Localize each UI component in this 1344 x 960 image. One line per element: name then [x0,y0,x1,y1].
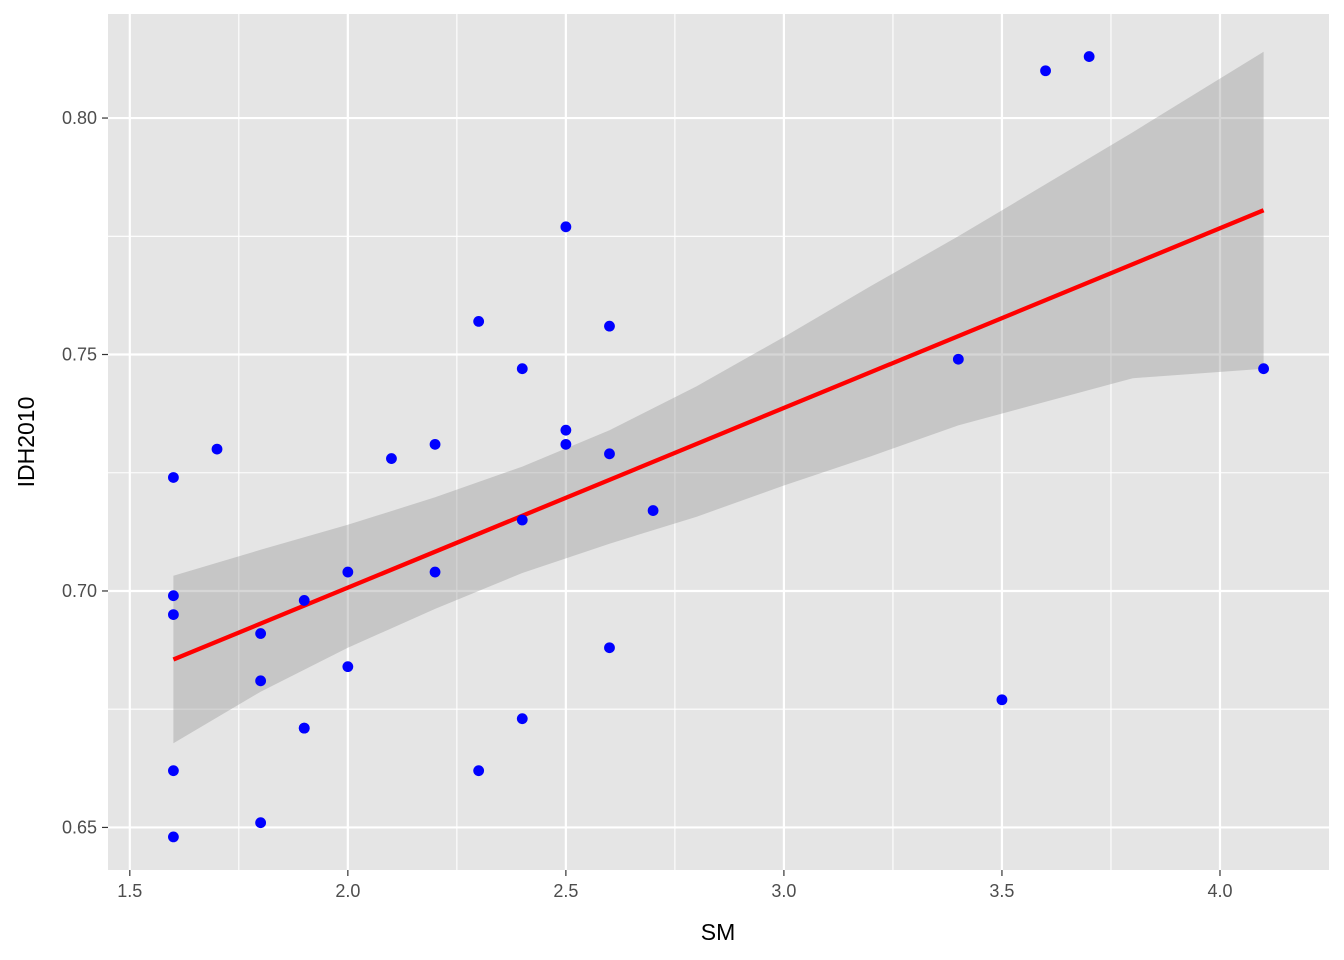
data-point [1083,51,1095,62]
data-point [604,642,615,654]
data-point [996,694,1008,706]
data-point [298,595,310,606]
data-point [952,353,964,365]
minor-gridlines [108,14,1329,870]
confidence-band [173,51,1264,744]
data-point [168,831,179,843]
points-layer [168,51,1269,843]
x-tick-label: 4.0 [1207,881,1232,901]
y-tick-label: 0.80 [62,108,97,128]
data-point [168,765,179,777]
data-point [604,448,615,460]
data-point [429,566,441,578]
data-point [516,514,528,526]
data-point [516,363,528,375]
data-point [386,453,397,464]
data-point [560,438,572,450]
data-point [604,320,615,332]
data-point [516,713,528,725]
data-point [211,443,223,455]
data-point [168,590,179,602]
data-point [255,628,267,639]
data-point [298,722,310,734]
data-point [1040,65,1051,77]
data-point [429,438,441,450]
data-point [168,609,179,621]
data-point [255,675,267,687]
data-point [560,221,572,233]
fit-line-layer [172,208,1265,662]
data-point [473,316,485,327]
y-tick-label: 0.65 [62,817,97,837]
y-tick-label: 0.70 [62,581,97,601]
y-axis-title: IDH2010 [13,397,39,488]
y-tick-label: 0.75 [62,345,97,365]
x-tick-label: 1.5 [117,881,142,901]
data-point [168,472,179,483]
confidence-band-layer [173,51,1264,744]
data-point [560,424,572,436]
data-point [255,817,267,829]
data-point [342,661,354,673]
x-axis-title: SM [701,919,736,945]
x-tick-label: 2.0 [335,881,360,901]
data-point [1258,363,1269,375]
x-tick-label: 3.0 [771,881,796,901]
x-tick-label: 3.5 [989,881,1014,901]
regression-line [172,208,1265,662]
data-point [647,505,659,516]
data-point [473,765,485,777]
plot-panel [108,14,1329,870]
data-point [342,566,354,578]
axes-layer: 1.5 2.0 2.5 3.0 3.5 4.0 0.65 0.70 0.75 0.80 [62,108,1233,901]
x-tick-label: 2.5 [553,881,578,901]
